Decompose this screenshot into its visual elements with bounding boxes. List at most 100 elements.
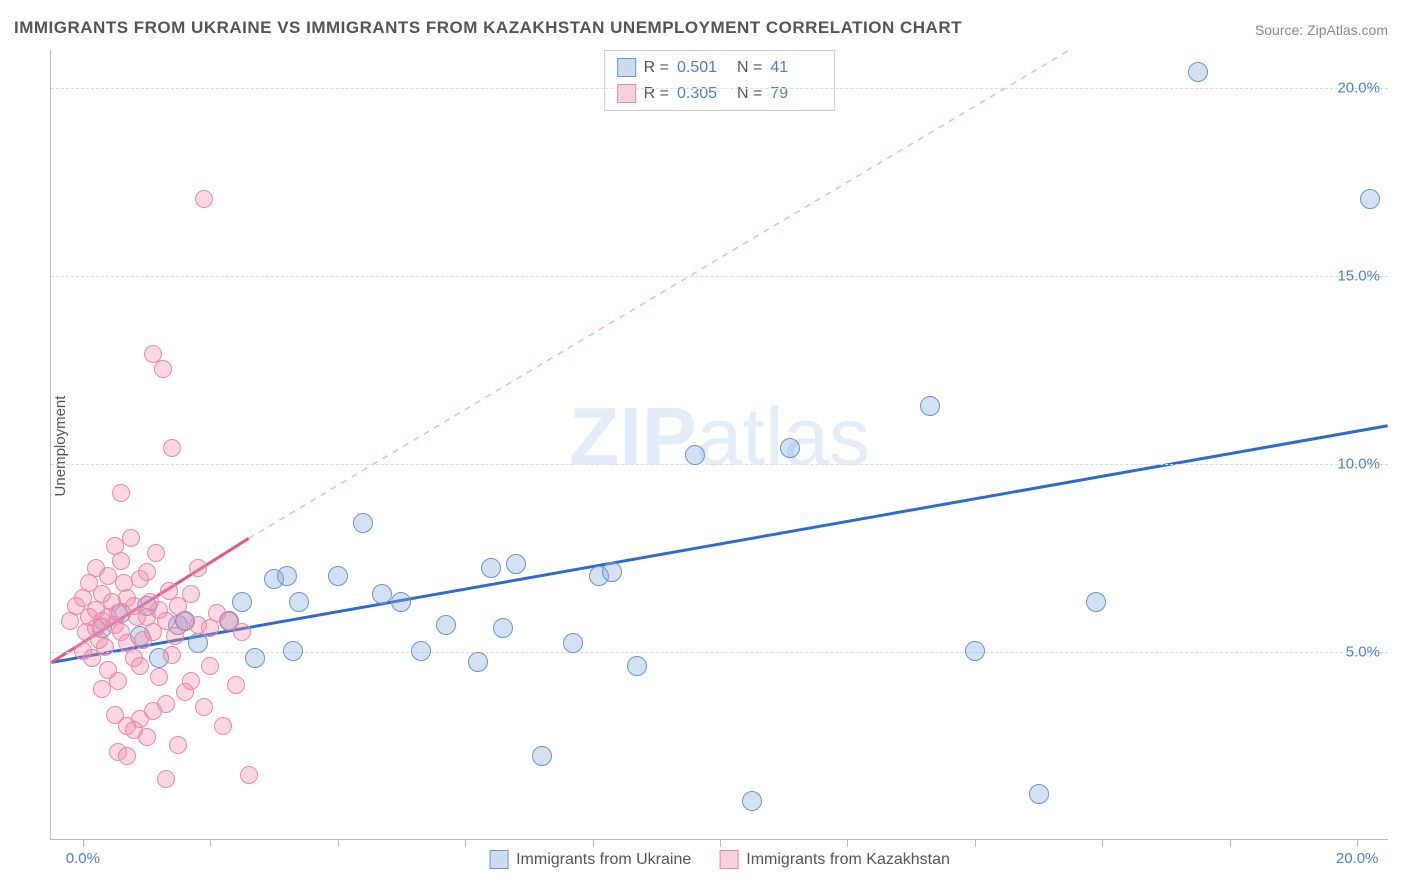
scatter-point-kazakhstan: [195, 698, 213, 716]
n-value: 79: [770, 81, 822, 107]
legend-swatch: [719, 850, 738, 869]
scatter-point-ukraine: [1086, 592, 1106, 612]
scatter-point-kazakhstan: [195, 190, 213, 208]
chart-svg-overlay: [51, 50, 1388, 839]
scatter-point-kazakhstan: [112, 552, 130, 570]
x-tick-mark: [975, 839, 976, 847]
x-tick-mark: [847, 839, 848, 847]
trend-line: [51, 426, 1387, 663]
gridline-horizontal: [51, 464, 1388, 465]
scatter-point-kazakhstan: [214, 717, 232, 735]
legend-label: Immigrants from Kazakhstan: [746, 851, 950, 869]
x-tick-mark: [210, 839, 211, 847]
scatter-point-kazakhstan: [169, 736, 187, 754]
x-tick-mark: [83, 839, 84, 847]
x-tick-label-left: 0.0%: [66, 850, 100, 867]
r-label: R =: [644, 81, 669, 107]
watermark: ZIPatlas: [569, 390, 870, 484]
x-tick-mark: [1230, 839, 1231, 847]
plot-area: ZIPatlas R =0.501N =41R =0.305N =79 Immi…: [50, 50, 1388, 840]
x-tick-mark: [1357, 839, 1358, 847]
x-tick-mark: [338, 839, 339, 847]
scatter-point-kazakhstan: [233, 623, 251, 641]
scatter-point-kazakhstan: [182, 585, 200, 603]
scatter-point-ukraine: [965, 641, 985, 661]
legend-label: Immigrants from Ukraine: [516, 851, 691, 869]
scatter-point-kazakhstan: [131, 657, 149, 675]
gridline-horizontal: [51, 88, 1388, 89]
x-tick-mark: [465, 839, 466, 847]
r-label: R =: [644, 55, 669, 81]
scatter-point-ukraine: [602, 562, 622, 582]
x-tick-mark: [720, 839, 721, 847]
scatter-point-ukraine: [920, 396, 940, 416]
scatter-point-kazakhstan: [227, 676, 245, 694]
scatter-point-ukraine: [468, 652, 488, 672]
n-label: N =: [737, 55, 762, 81]
scatter-point-ukraine: [283, 641, 303, 661]
gridline-horizontal: [51, 276, 1388, 277]
scatter-point-ukraine: [481, 558, 501, 578]
scatter-point-ukraine: [742, 791, 762, 811]
n-value: 41: [770, 55, 822, 81]
scatter-point-ukraine: [245, 648, 265, 668]
scatter-point-ukraine: [1360, 189, 1380, 209]
scatter-point-ukraine: [411, 641, 431, 661]
series-legend: Immigrants from Ukraine Immigrants from K…: [489, 850, 950, 869]
legend-item: Immigrants from Ukraine: [489, 850, 691, 869]
scatter-point-ukraine: [289, 592, 309, 612]
scatter-point-ukraine: [353, 513, 373, 533]
scatter-point-ukraine: [1029, 784, 1049, 804]
watermark-bold: ZIP: [569, 391, 697, 482]
scatter-point-kazakhstan: [150, 668, 168, 686]
scatter-point-kazakhstan: [189, 559, 207, 577]
scatter-point-kazakhstan: [157, 695, 175, 713]
scatter-point-ukraine: [563, 633, 583, 653]
legend-swatch: [617, 58, 636, 77]
correlation-row: R =0.305N =79: [617, 81, 823, 107]
scatter-point-ukraine: [372, 584, 392, 604]
y-tick-label: 20.0%: [1337, 79, 1380, 96]
scatter-point-kazakhstan: [96, 638, 114, 656]
scatter-point-kazakhstan: [240, 766, 258, 784]
legend-item: Immigrants from Kazakhstan: [719, 850, 950, 869]
scatter-point-kazakhstan: [112, 484, 130, 502]
chart-title: IMMIGRANTS FROM UKRAINE VS IMMIGRANTS FR…: [14, 18, 962, 38]
y-tick-label: 5.0%: [1346, 643, 1380, 660]
scatter-point-ukraine: [493, 618, 513, 638]
scatter-point-kazakhstan: [163, 646, 181, 664]
x-tick-label-right: 20.0%: [1336, 850, 1379, 867]
scatter-point-ukraine: [436, 615, 456, 635]
scatter-point-kazakhstan: [147, 544, 165, 562]
scatter-point-kazakhstan: [109, 672, 127, 690]
scatter-point-kazakhstan: [201, 657, 219, 675]
x-tick-mark: [593, 839, 594, 847]
scatter-point-ukraine: [506, 554, 526, 574]
scatter-point-ukraine: [328, 566, 348, 586]
scatter-point-ukraine: [685, 445, 705, 465]
scatter-point-ukraine: [391, 592, 411, 612]
scatter-point-kazakhstan: [122, 529, 140, 547]
correlation-row: R = 0.501 N = 41: [617, 55, 823, 81]
scatter-point-kazakhstan: [157, 770, 175, 788]
scatter-point-ukraine: [188, 633, 208, 653]
scatter-point-kazakhstan: [138, 563, 156, 581]
correlation-box: R = 0.501 N = 41R = 0.305 N = 79: [604, 50, 836, 111]
source-attribution: Source: ZipAtlas.com: [1255, 22, 1388, 38]
x-tick-mark: [1102, 839, 1103, 847]
r-value: 0.305: [677, 81, 729, 107]
scatter-point-kazakhstan: [163, 439, 181, 457]
scatter-point-ukraine: [1188, 62, 1208, 82]
scatter-point-kazakhstan: [182, 672, 200, 690]
trend-line: [249, 50, 1070, 538]
scatter-point-ukraine: [532, 746, 552, 766]
scatter-point-ukraine: [627, 656, 647, 676]
r-value: 0.501: [677, 55, 729, 81]
scatter-point-kazakhstan: [118, 747, 136, 765]
scatter-point-kazakhstan: [154, 360, 172, 378]
watermark-rest: atlas: [697, 391, 870, 482]
y-tick-label: 15.0%: [1337, 267, 1380, 284]
scatter-point-ukraine: [232, 592, 252, 612]
scatter-point-kazakhstan: [138, 728, 156, 746]
scatter-point-kazakhstan: [166, 627, 184, 645]
